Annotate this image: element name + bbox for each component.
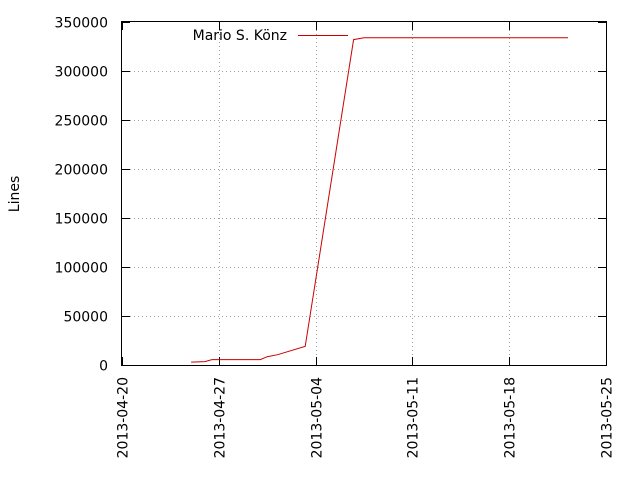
y-axis-ticks: 0 50000 100000 150000 200000 250000 300000 3500… xyxy=(55,16,606,375)
x-tick-label: 2013-05-25 xyxy=(600,377,616,458)
y-tick-label: 350000 xyxy=(55,16,108,32)
x-axis-ticks: 2013-04-20 2013-04-27 2013-05-04 2013-05-11… xyxy=(116,22,616,458)
axes xyxy=(121,21,607,366)
legend-label: Mario S. Könz xyxy=(193,28,287,44)
y-tick-label: 150000 xyxy=(55,212,108,228)
y-tick-label: 100000 xyxy=(55,261,108,277)
x-tick-label: 2013-05-11 xyxy=(406,377,422,458)
y-tick-label: 0 xyxy=(99,359,108,375)
grid xyxy=(122,22,606,365)
x-tick-label: 2013-05-18 xyxy=(503,377,519,458)
y-tick-label: 200000 xyxy=(55,163,108,179)
x-tick-label: 2013-04-27 xyxy=(213,377,229,458)
legend: Mario S. Könz xyxy=(193,28,348,44)
x-tick-label: 2013-04-20 xyxy=(116,377,132,458)
y-tick-label: 250000 xyxy=(55,114,108,130)
y-axis-label: Lines xyxy=(7,176,23,212)
x-tick-label: 2013-05-04 xyxy=(310,377,326,458)
y-tick-label: 300000 xyxy=(55,65,108,81)
series-line xyxy=(191,37,568,363)
series xyxy=(191,37,568,363)
y-tick-label: 50000 xyxy=(63,310,108,326)
plot-border xyxy=(121,21,607,366)
